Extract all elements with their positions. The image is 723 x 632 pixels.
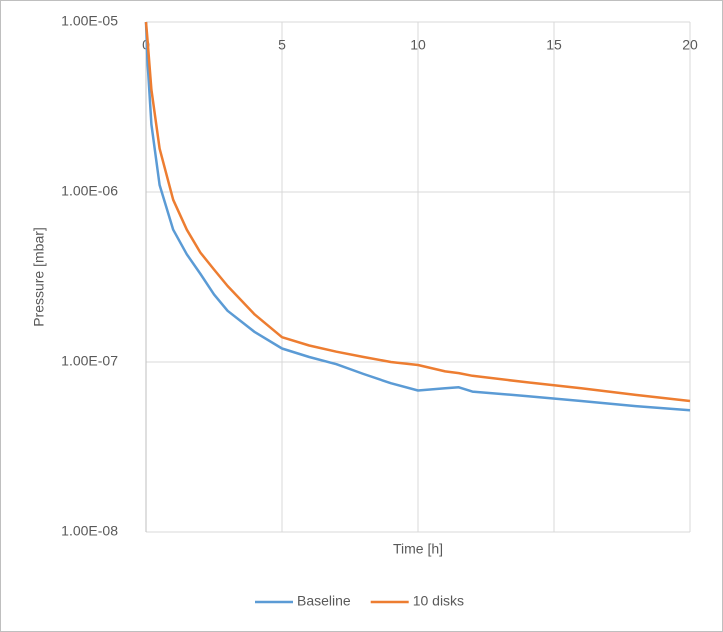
y-tick-label: 1.00E-05	[61, 13, 118, 29]
x-tick-label: 20	[682, 37, 698, 53]
y-tick-label: 1.00E-06	[61, 183, 118, 199]
x-axis-label: Time [h]	[393, 541, 443, 557]
x-tick-label: 10	[410, 37, 426, 53]
legend-label: Baseline	[297, 593, 351, 609]
y-tick-label: 1.00E-08	[61, 523, 118, 539]
legend-label: 10 disks	[413, 593, 464, 609]
y-tick-label: 1.00E-07	[61, 353, 118, 369]
x-tick-label: 15	[546, 37, 562, 53]
x-tick-label: 5	[278, 37, 286, 53]
series-line	[144, 21, 691, 412]
y-axis-label: Pressure [mbar]	[31, 227, 47, 327]
series-line	[144, 21, 691, 403]
